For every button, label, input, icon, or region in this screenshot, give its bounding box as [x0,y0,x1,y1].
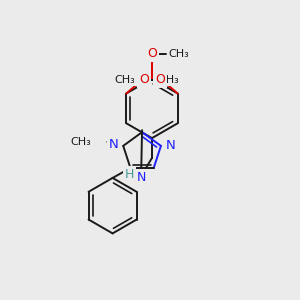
Text: N: N [166,140,175,152]
Text: O: O [155,73,165,86]
Text: CH₃: CH₃ [158,75,179,85]
Text: N: N [136,171,146,184]
Text: CH₃: CH₃ [168,49,189,59]
Text: H: H [124,168,134,181]
Text: O: O [139,73,149,86]
Text: O: O [147,47,157,60]
Text: N: N [109,138,118,152]
Text: CH₃: CH₃ [71,137,92,147]
Text: CH₃: CH₃ [114,75,135,85]
